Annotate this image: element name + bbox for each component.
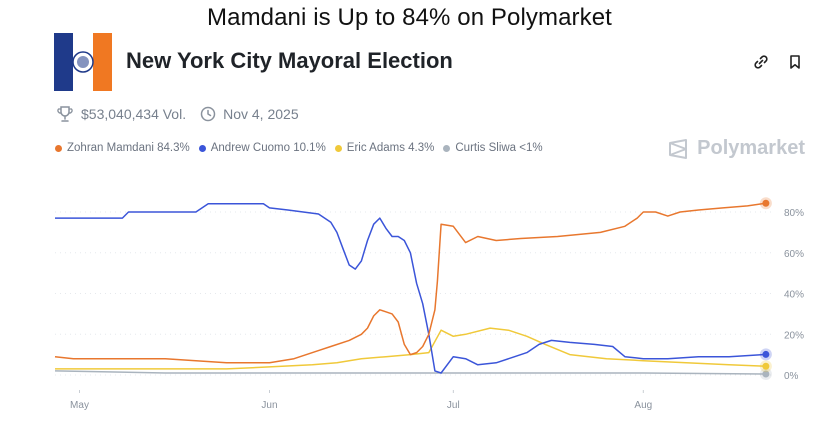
market-logo: [54, 33, 112, 91]
legend-entry-mamdani: Zohran Mamdani 84.3%: [55, 142, 190, 154]
nyc-flag-icon: [54, 33, 112, 91]
series-line-zohran-mamdani: [54, 202, 767, 364]
x-tick-label: Jun: [261, 400, 277, 411]
link-icon: [754, 55, 768, 69]
x-tick-label: May: [70, 400, 89, 411]
legend-dot: [198, 144, 206, 152]
chart-legend: Zohran Mamdani 84.3% Andrew Cuomo 10.1% …: [55, 142, 552, 154]
y-tick-label: 0%: [784, 371, 799, 382]
copy-link-button[interactable]: [751, 52, 771, 72]
series-end-dot-zohran-mamdani: [762, 199, 770, 207]
market-actions: [751, 52, 805, 72]
series-line-curtis-sliwa: [54, 370, 766, 375]
volume-info: $53,040,434 Vol.: [56, 105, 186, 123]
x-tick-label: Jul: [447, 400, 460, 411]
bookmark-button[interactable]: [785, 52, 805, 72]
legend-entry-sliwa: Curtis Sliwa <1%: [443, 142, 543, 154]
legend-label: Curtis Sliwa <1%: [455, 142, 543, 154]
market-title: New York City Mayoral Election: [126, 48, 453, 73]
legend-dot: [443, 144, 451, 152]
market-meta: $53,040,434 Vol. Nov 4, 2025: [56, 105, 313, 123]
y-tick-label: 60%: [784, 249, 804, 260]
legend-entry-cuomo: Andrew Cuomo 10.1%: [198, 142, 326, 154]
x-tick-label: Aug: [634, 400, 652, 411]
y-tick-label: 20%: [784, 330, 804, 341]
series-end-dot-andrew-cuomo: [762, 350, 770, 358]
series-line-andrew-cuomo: [55, 203, 766, 374]
y-tick-label: 80%: [784, 208, 804, 219]
legend-dot: [334, 144, 342, 152]
legend-label: Zohran Mamdani 84.3%: [67, 142, 190, 154]
bookmark-icon: [790, 55, 800, 69]
legend-label: Eric Adams 4.3%: [346, 142, 435, 154]
series-line-eric-adams: [55, 327, 766, 370]
y-tick-label: 40%: [784, 290, 804, 301]
volume-text: $53,040,434 Vol.: [81, 106, 187, 122]
legend-label: Andrew Cuomo 10.1%: [210, 142, 326, 154]
brand-text: Polymarket: [697, 137, 805, 159]
trophy-icon: [57, 106, 73, 122]
legend-dot: [55, 144, 62, 152]
series-end-dot-eric-adams: [762, 362, 770, 370]
headline: Mamdani is Up to 84% on Polymarket: [207, 4, 612, 31]
date-info: Nov 4, 2025: [200, 106, 299, 122]
legend-entry-adams: Eric Adams 4.3%: [334, 142, 435, 154]
polymarket-brand: Polymarket: [667, 137, 805, 160]
polymarket-logo-icon: [669, 138, 688, 159]
clock-icon: [200, 106, 216, 122]
series-end-dot-curtis-sliwa: [762, 370, 770, 378]
date-text: Nov 4, 2025: [223, 106, 299, 122]
